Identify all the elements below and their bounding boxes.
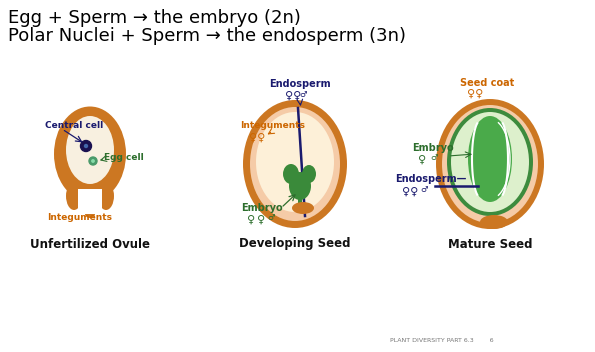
Text: Endosperm—: Endosperm—: [395, 174, 466, 184]
Ellipse shape: [98, 182, 114, 210]
Text: ♂: ♂: [299, 90, 307, 99]
Ellipse shape: [243, 100, 347, 228]
Ellipse shape: [302, 165, 316, 183]
Ellipse shape: [283, 164, 299, 184]
Text: Endosperm: Endosperm: [269, 79, 331, 89]
Text: Polar Nuclei + Sperm → the endosperm (3n): Polar Nuclei + Sperm → the endosperm (3n…: [8, 27, 406, 45]
Bar: [298, 188, 302, 204]
Ellipse shape: [54, 107, 126, 201]
Ellipse shape: [250, 107, 340, 221]
Text: Egg cell: Egg cell: [104, 153, 144, 163]
Text: PLANT DIVERSITY PART 6.3        6: PLANT DIVERSITY PART 6.3 6: [390, 338, 494, 342]
Ellipse shape: [66, 116, 114, 184]
Text: Embryo: Embryo: [412, 143, 453, 153]
Text: ♂: ♂: [430, 153, 437, 163]
Text: ♀♀: ♀♀: [467, 89, 483, 99]
Circle shape: [84, 145, 87, 147]
Ellipse shape: [289, 172, 311, 200]
Text: Embryo: Embryo: [241, 203, 283, 213]
Text: ♂: ♂: [267, 214, 274, 222]
Text: Egg + Sperm → the embryo (2n): Egg + Sperm → the embryo (2n): [8, 9, 301, 27]
Text: Integuments: Integuments: [240, 121, 305, 131]
Ellipse shape: [447, 108, 533, 216]
Text: ♀♀: ♀♀: [285, 91, 301, 101]
Circle shape: [89, 157, 97, 165]
Text: ♀♀: ♀♀: [249, 133, 265, 143]
Ellipse shape: [436, 99, 544, 229]
Ellipse shape: [480, 215, 508, 229]
Text: Developing Seed: Developing Seed: [239, 238, 350, 251]
Text: ♀♀: ♀♀: [402, 187, 418, 197]
Ellipse shape: [292, 202, 314, 214]
Circle shape: [92, 160, 94, 162]
Ellipse shape: [66, 182, 82, 210]
Ellipse shape: [85, 210, 95, 218]
Text: ♀: ♀: [247, 215, 255, 225]
Ellipse shape: [256, 112, 334, 212]
Text: ♀: ♀: [418, 155, 426, 165]
Text: ♂: ♂: [420, 186, 427, 195]
Circle shape: [80, 140, 92, 151]
Text: Integuments: Integuments: [47, 214, 112, 222]
Ellipse shape: [442, 105, 538, 223]
Text: Mature Seed: Mature Seed: [448, 238, 533, 251]
Text: Seed coat: Seed coat: [460, 78, 514, 88]
Text: Unfertilized Ovule: Unfertilized Ovule: [30, 238, 150, 251]
Ellipse shape: [468, 116, 512, 202]
Text: ♀: ♀: [257, 215, 265, 225]
Text: Central cell: Central cell: [45, 121, 104, 131]
Bar: [78, 189, 102, 214]
Ellipse shape: [451, 112, 529, 212]
